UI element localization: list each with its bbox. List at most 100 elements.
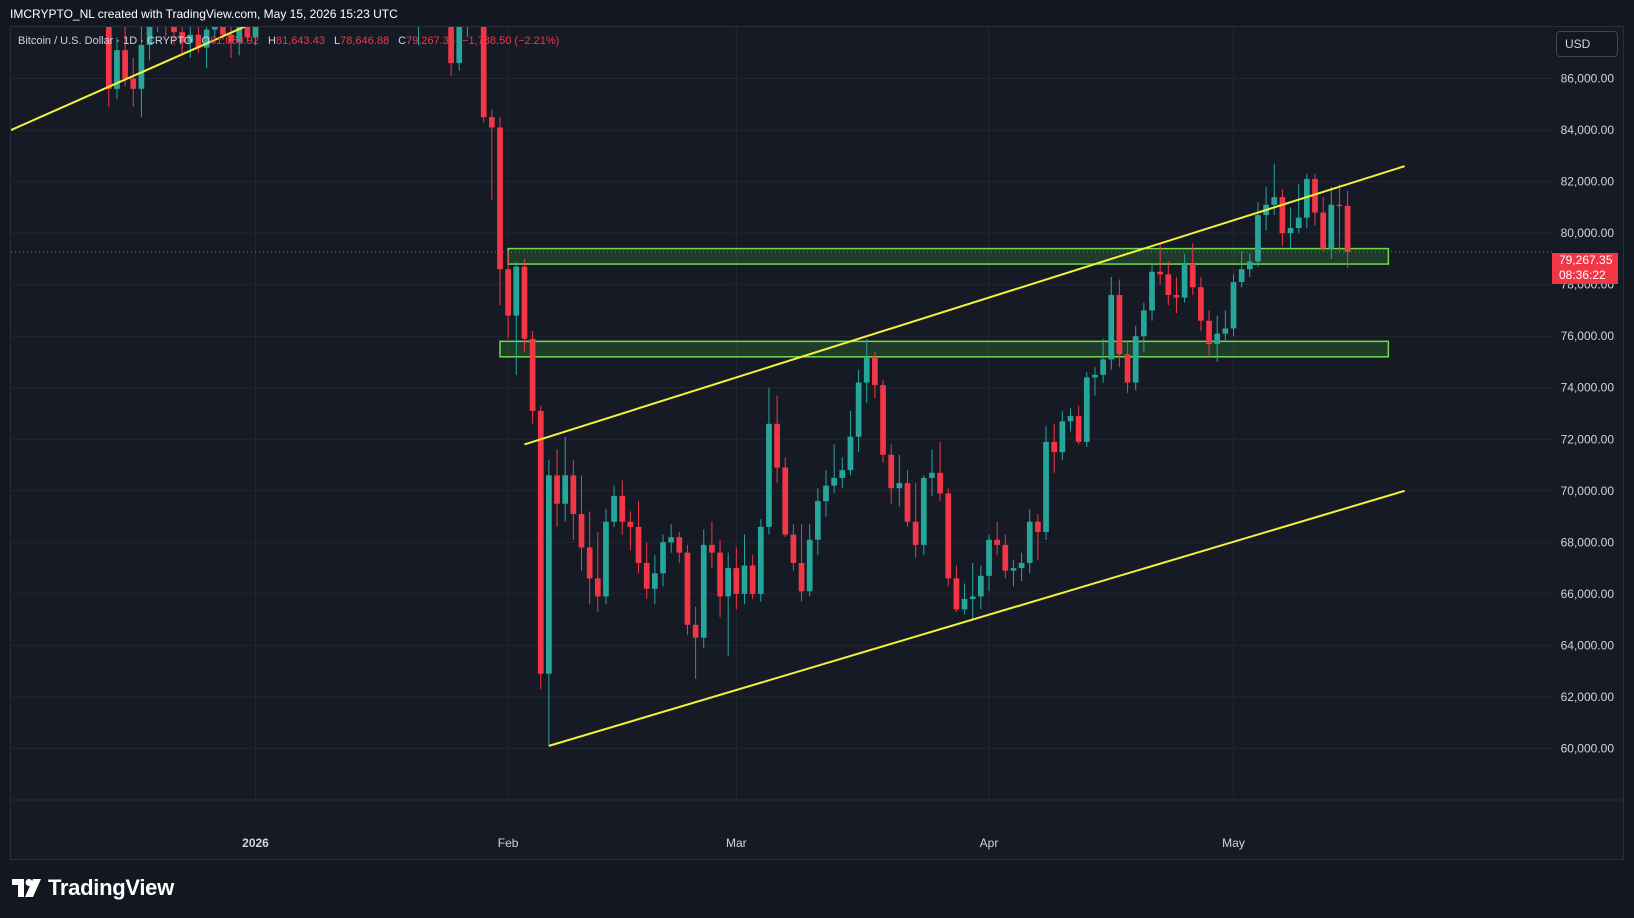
candle-body-down: [749, 565, 756, 594]
candle-body-down: [782, 467, 789, 535]
candle-body-up: [1214, 333, 1221, 344]
bar-countdown: 08:36:22: [1559, 268, 1606, 282]
candle-body-up: [546, 475, 552, 674]
candle-body-up: [977, 575, 984, 597]
y-axis-tick-label: 80,000.00: [1561, 226, 1615, 240]
candle-body-up: [1010, 568, 1017, 571]
y-axis-tick-label: 70,000.00: [1561, 484, 1615, 498]
y-axis-tick-label: 62,000.00: [1561, 690, 1615, 704]
candle-body-up: [1092, 374, 1098, 378]
candle-body-down: [554, 475, 560, 504]
candle-body-up: [823, 485, 829, 502]
candle-body-up: [611, 495, 617, 522]
candle-body-down: [1336, 204, 1343, 207]
candle-body-down: [505, 269, 512, 316]
candle-body-down: [1124, 354, 1131, 383]
candle-body-down: [627, 521, 634, 527]
candle-body-up: [896, 483, 903, 489]
candle-body-up: [766, 423, 772, 527]
candle-body-down: [480, 27, 487, 118]
open-label: O: [201, 35, 211, 47]
candle-body-down: [1165, 274, 1172, 295]
candle-body-down: [774, 423, 780, 468]
close-value: 79,267.35: [406, 35, 456, 47]
candle-body-up: [700, 544, 707, 638]
candle-body-down: [586, 547, 593, 579]
tradingview-logo[interactable]: TradingView: [12, 874, 174, 902]
candle-body-up: [138, 45, 145, 89]
candle-body-up: [416, 0, 422, 12]
candle-body-up: [1181, 264, 1188, 298]
currency-button[interactable]: USD: [1556, 31, 1618, 57]
candle-body-down: [594, 578, 601, 597]
trendline: [11, 27, 247, 131]
candle-body-down: [872, 356, 878, 386]
tradingview-logo-text: TradingView: [48, 875, 174, 900]
candle-body-down: [684, 552, 691, 625]
support-zone: [499, 340, 1390, 358]
close-label: C: [398, 35, 407, 47]
attribution-bar: IMCRYPTO_NL created with TradingView.com…: [0, 0, 1634, 26]
candle-body-down: [994, 539, 1001, 545]
candle-body-up: [1018, 562, 1025, 569]
candle-body-down: [1344, 205, 1351, 253]
candle-body-up: [1328, 204, 1335, 249]
y-axis-tick-label: 60,000.00: [1561, 741, 1615, 755]
candle-body-down: [692, 624, 699, 638]
attribution-text: IMCRYPTO_NL created with TradingView.com…: [10, 7, 398, 21]
candle-body-down: [1002, 544, 1009, 571]
candle-body-up: [1026, 521, 1033, 563]
candle-body-up: [1222, 328, 1229, 334]
candle-body-down: [1075, 416, 1082, 442]
candle-body-down: [1312, 179, 1318, 213]
candle-body-up: [211, 27, 218, 30]
candle-body-down: [488, 117, 495, 128]
candle-body-down: [717, 552, 723, 597]
candle-body-down: [228, 34, 234, 43]
candle-body-down: [953, 578, 960, 610]
candle-body-down: [676, 537, 683, 553]
y-axis-tick-label: 82,000.00: [1561, 175, 1615, 189]
candle-body-up: [969, 596, 976, 600]
footer: [0, 860, 1634, 918]
x-axis-tick-label: May: [1222, 836, 1245, 850]
y-axis-tick-label: 84,000.00: [1561, 123, 1615, 137]
candle-body-up: [1132, 336, 1139, 383]
candle-body-down: [1116, 294, 1123, 355]
candle-body-up: [1303, 179, 1310, 218]
candle-body-down: [578, 513, 585, 548]
candle-body-down: [130, 78, 137, 89]
candle-body-up: [741, 565, 748, 594]
candle-body-up: [831, 477, 838, 486]
candle-body-up: [847, 436, 854, 471]
candle-body-up: [1238, 269, 1245, 283]
candle-body-down: [570, 475, 577, 514]
candle-body-down: [643, 562, 650, 589]
candle-body-up: [252, 27, 259, 38]
tradingview-logo-icon: [12, 879, 41, 897]
candle-body-up: [725, 568, 732, 597]
candle-body-down: [537, 410, 544, 674]
candle-body-up: [513, 266, 520, 316]
y-axis-tick-label: 68,000.00: [1561, 535, 1615, 549]
candle-body-up: [562, 475, 569, 504]
candle-body-down: [619, 495, 626, 522]
candle-body-up: [1100, 359, 1106, 375]
candle-body-down: [529, 338, 536, 411]
x-axis-tick-label: Feb: [498, 836, 519, 850]
candle-body-down: [790, 534, 797, 563]
chart-frame[interactable]: [10, 26, 1624, 860]
candle-body-up: [1067, 416, 1074, 422]
high-value: 81,643.43: [276, 35, 325, 47]
low-label: L: [334, 35, 341, 47]
candle-body-down: [1206, 320, 1212, 344]
candle-body-up: [1295, 217, 1302, 228]
candle-body-down: [497, 127, 503, 270]
candle-body-down: [179, 32, 186, 43]
candle-body-up: [1246, 261, 1253, 270]
candle-body-up: [668, 537, 675, 543]
candle-body-up: [863, 356, 870, 383]
symbol-legend: Bitcoin / U.S. Dollar · 1D · CRYPTO O81,…: [18, 35, 559, 47]
y-axis-tick-label: 74,000.00: [1561, 381, 1615, 395]
